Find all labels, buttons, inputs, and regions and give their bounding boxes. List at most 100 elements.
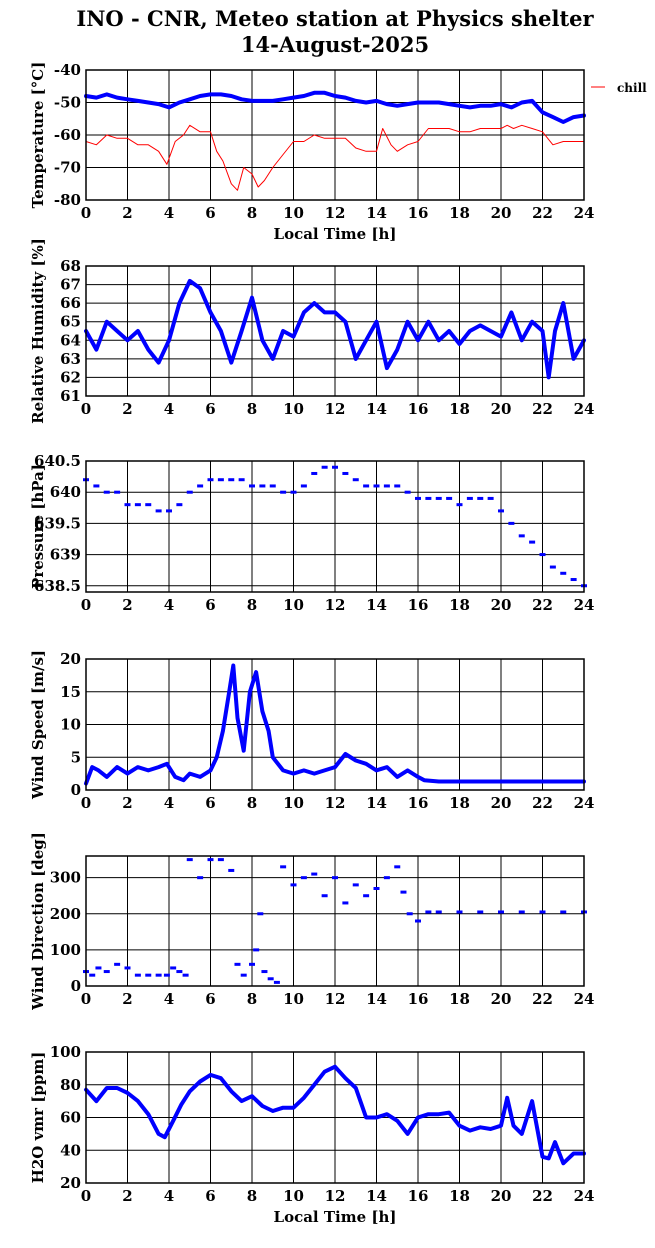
data-point (234, 962, 241, 966)
x-tick-label: 18 (449, 596, 470, 614)
y-tick-label: 60 (60, 1109, 81, 1127)
x-tick-label: 24 (574, 204, 595, 222)
figure-title: INO - CNR, Meteo station at Physics shel… (76, 6, 594, 31)
x-tick-label: 8 (247, 794, 257, 812)
x-tick-label: 18 (449, 1187, 470, 1205)
y-tick-label: 100 (50, 1043, 81, 1061)
data-point (498, 509, 504, 513)
x-tick-label: 6 (205, 990, 215, 1008)
y-tick-label: -50 (54, 94, 81, 112)
x-tick-label: 22 (532, 204, 553, 222)
data-point (280, 865, 287, 869)
series-line (84, 663, 586, 786)
data-point (400, 890, 407, 894)
x-tick-label: 18 (449, 400, 470, 418)
data-point (261, 970, 268, 974)
x-tick-label: 20 (491, 204, 512, 222)
data-point (257, 912, 264, 916)
data-point (197, 484, 204, 488)
y-tick-label: 640 (50, 483, 81, 501)
series-line-chill (85, 124, 585, 191)
figure-subtitle: 14-August-2025 (241, 32, 429, 57)
data-point (332, 465, 338, 469)
series-line (84, 278, 586, 380)
data-point (383, 484, 390, 488)
data-point (228, 868, 235, 872)
x-tick-label: 16 (408, 400, 429, 418)
x-tick-label: 16 (408, 596, 429, 614)
x-tick-label: 22 (532, 990, 553, 1008)
y-tick-label: 61 (60, 387, 81, 405)
x-tick-label: 12 (325, 204, 346, 222)
x-tick-label: 2 (122, 794, 132, 812)
data-point (332, 876, 338, 880)
data-point (539, 910, 546, 914)
x-tick-label: 4 (164, 1187, 174, 1205)
data-point (103, 970, 110, 974)
y-tick-label: 20 (60, 1174, 81, 1192)
x-tick-label: 18 (449, 204, 470, 222)
x-tick-label: 12 (325, 990, 346, 1008)
data-point (529, 540, 536, 544)
plot-frame (85, 658, 585, 791)
x-tick-label: 10 (283, 794, 304, 812)
x-tick-label: 18 (449, 794, 470, 812)
data-point (498, 910, 504, 914)
x-tick-label: 2 (122, 596, 132, 614)
data-point (267, 977, 274, 981)
data-point (145, 973, 152, 977)
x-tick-label: 24 (574, 1187, 595, 1205)
data-point (93, 484, 100, 488)
x-tick-label: 22 (532, 400, 553, 418)
data-point (249, 484, 255, 488)
data-point (166, 509, 172, 513)
x-tick-label: 6 (205, 794, 215, 812)
chart-panel-3: 0 2 4 6 8 10 12 14 16 18 20 22 24638.5639639.5640640… (29, 452, 594, 614)
data-point (155, 973, 162, 977)
x-tick-label: 20 (491, 794, 512, 812)
data-point (394, 484, 401, 488)
data-point (300, 876, 307, 880)
y-tick-label: 300 (50, 869, 81, 887)
x-tick-label: 10 (283, 204, 304, 222)
data-point (176, 970, 183, 974)
data-point (114, 962, 121, 966)
y-tick-label: 10 (60, 716, 81, 734)
x-tick-label: 14 (366, 596, 387, 614)
x-tick-label: 14 (366, 990, 387, 1008)
data-point (508, 521, 515, 525)
y-axis-label: Relative Humidity [%] (29, 238, 47, 424)
data-point (273, 980, 280, 984)
x-tick-label: 6 (205, 400, 215, 418)
y-tick-label: 638.5 (34, 577, 81, 595)
plot-frame (85, 855, 585, 987)
series-line (84, 90, 586, 124)
plot-frame (85, 265, 585, 397)
data-point (311, 471, 318, 475)
y-tick-label: 63 (60, 350, 81, 368)
y-tick-label: 0 (71, 781, 81, 799)
y-axis-label: Wind Speed [m/s] (29, 650, 47, 800)
data-point (89, 973, 96, 977)
x-tick-label: 4 (164, 400, 174, 418)
data-point (560, 571, 567, 575)
data-point (446, 496, 453, 500)
data-point (176, 503, 183, 507)
plot-frame (85, 460, 585, 593)
data-point (456, 910, 463, 914)
data-point (477, 910, 484, 914)
x-tick-label: 20 (491, 400, 512, 418)
x-tick-label: 12 (325, 1187, 346, 1205)
x-tick-label: 0 (81, 596, 91, 614)
data-point (321, 465, 328, 469)
data-point (342, 471, 349, 475)
data-point (518, 910, 525, 914)
data-point (253, 948, 260, 952)
x-tick-label: 16 (408, 1187, 429, 1205)
x-tick-label: 24 (574, 794, 595, 812)
y-tick-label: 68 (60, 257, 81, 275)
x-tick-label: 12 (325, 596, 346, 614)
data-point (186, 490, 193, 494)
